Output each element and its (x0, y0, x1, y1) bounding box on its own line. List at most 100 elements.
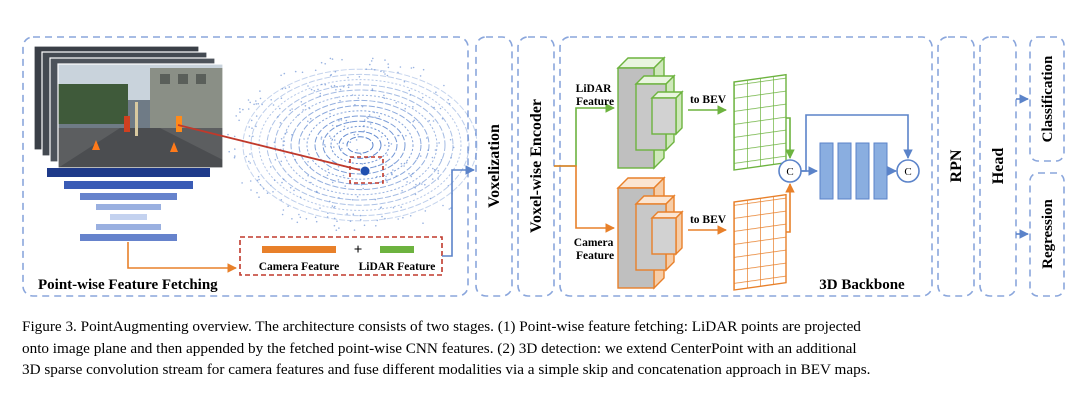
lidar-point (363, 130, 366, 132)
lidar-point (357, 97, 360, 99)
lidar-point (287, 205, 289, 207)
lidar-point (347, 86, 350, 89)
lidar-point (375, 225, 377, 227)
lidar-point (228, 150, 230, 153)
regression-box (1029, 172, 1065, 297)
lidar-point (386, 181, 388, 183)
lidar-scan-ring (242, 68, 478, 222)
lidar-point (370, 60, 373, 62)
lidar-bev-grid (733, 73, 787, 171)
lidar-point (283, 72, 286, 75)
cnn-feature-pyramid (47, 168, 210, 241)
lidar-point (273, 179, 276, 182)
lidar-scan-ring (282, 94, 438, 196)
lidar-point (384, 59, 386, 61)
lidar-point (447, 184, 450, 187)
rpn-label: RPN (948, 149, 965, 182)
lidar-point (248, 160, 250, 163)
lidar-point (233, 135, 236, 138)
lidar-point (299, 216, 302, 219)
lidar-point (354, 104, 356, 106)
lidar-point (269, 166, 272, 168)
lidar-point (385, 175, 387, 178)
lidar-point (338, 120, 340, 122)
lidar-point (383, 71, 385, 73)
lidar-point (375, 165, 377, 168)
lidar-point (409, 215, 412, 217)
lidar-point (283, 140, 286, 142)
lidar-point (328, 135, 331, 137)
lidar-point (250, 119, 253, 122)
lidar-scan-ring (338, 131, 382, 159)
lidar-point (294, 158, 297, 161)
lidar-scan-ring (314, 115, 406, 175)
lidar-point (330, 137, 332, 139)
lidar-point (297, 114, 299, 117)
lidar-point (412, 120, 415, 123)
lidar-point (242, 108, 244, 111)
figure-caption: Figure 3. PointAugmenting overview. The … (22, 316, 1068, 381)
lidar-point (346, 213, 348, 215)
lidar-point (348, 83, 350, 86)
lidar-point (443, 84, 445, 87)
lidar-point (414, 193, 417, 196)
lidar-point (281, 181, 283, 184)
lidar-point (353, 133, 356, 136)
lidar-point (347, 76, 349, 79)
voxelization-label: Voxelization (486, 124, 503, 208)
lidar-point (405, 161, 408, 164)
lidar-point (419, 75, 422, 77)
lidar-point (368, 114, 371, 116)
lidar-point (255, 125, 257, 128)
lidar-point (291, 134, 293, 136)
lidar-point (258, 196, 260, 198)
lidar-point (392, 206, 395, 209)
lidar-point (319, 95, 322, 97)
lidar-point (360, 153, 362, 155)
lidar-point (336, 220, 338, 222)
lidar-point (425, 137, 428, 139)
lidar-point (374, 116, 376, 119)
lidar-point (400, 206, 403, 208)
lidar-point (409, 94, 412, 96)
lidar-point (384, 144, 386, 147)
front-camera-image (57, 63, 224, 169)
lidar-point (418, 121, 420, 123)
caption-line-1: Figure 3. PointAugmenting overview. The … (22, 318, 861, 335)
camera-branch-line1: Camera (574, 237, 614, 249)
lidar-point (329, 74, 332, 77)
lidar-point (320, 138, 323, 140)
head-box (979, 36, 1017, 297)
lidar-point (247, 99, 250, 101)
lidar-point (442, 204, 444, 207)
lidar-point (344, 185, 347, 187)
lidar-point (273, 141, 276, 144)
lidar-point (302, 109, 304, 111)
lidar-point (374, 69, 376, 71)
lidar-point (307, 120, 309, 123)
lidar-point (314, 216, 317, 219)
lidar-point (305, 218, 308, 220)
lidar-point (435, 91, 437, 93)
caption-line-3: 3D sparse convolution stream for camera … (22, 361, 871, 378)
lidar-point (249, 180, 252, 182)
lidar-point (245, 155, 247, 158)
lidar-point (330, 85, 333, 87)
lidar-point (342, 142, 345, 144)
lidar-point (310, 88, 313, 91)
lidar-point (371, 89, 374, 92)
lidar-scan-ring (298, 105, 422, 185)
lidar-point (251, 127, 253, 129)
lidar-point (413, 186, 415, 188)
lidar-to-bev-label: to BEV (690, 94, 727, 106)
lidar-point (363, 125, 365, 127)
lidar-point (239, 111, 241, 113)
lidar-point (438, 142, 440, 144)
lidar-point (315, 190, 318, 193)
lidar-point (422, 222, 424, 224)
lidar-point (281, 88, 284, 90)
lidar-point (416, 157, 418, 160)
lidar-scan-ring (258, 79, 462, 211)
lidar-point (327, 168, 330, 171)
lidar-point (362, 187, 365, 190)
